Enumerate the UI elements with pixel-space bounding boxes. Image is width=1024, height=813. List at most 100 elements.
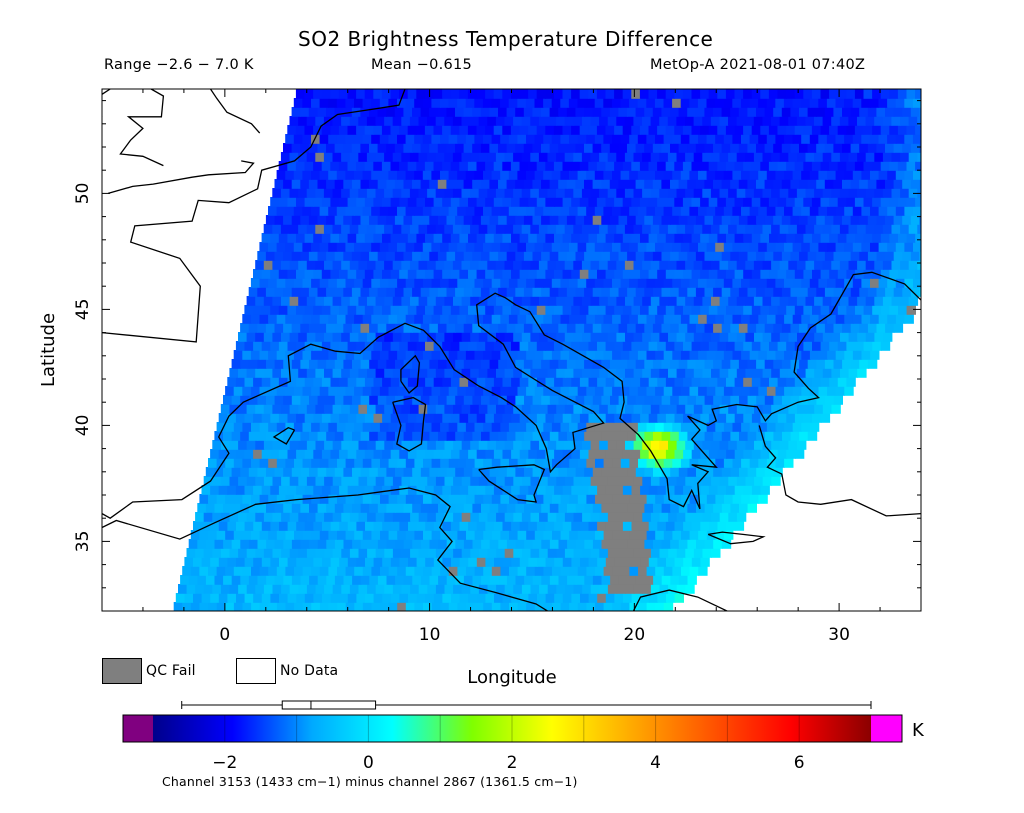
swath-pixel — [483, 350, 493, 360]
swath-pixel — [573, 332, 583, 342]
swath-pixel — [306, 476, 317, 486]
swath-pixel — [399, 125, 409, 135]
swath-pixel — [597, 521, 607, 531]
swath-pixel — [489, 107, 499, 117]
swath-pixel — [345, 422, 355, 432]
swath-pixel — [803, 197, 813, 207]
swath-pixel — [313, 305, 323, 315]
swath-pixel — [809, 386, 820, 396]
swath-pixel — [551, 242, 562, 252]
swath-pixel — [558, 395, 568, 405]
swath-pixel — [726, 233, 736, 243]
swath-pixel — [775, 386, 785, 396]
swath-pixel — [601, 539, 611, 549]
swath-pixel — [861, 314, 871, 324]
swath-pixel — [472, 575, 482, 585]
swath-pixel — [530, 476, 540, 486]
swath-pixel — [831, 224, 841, 234]
swath-pixel — [517, 494, 527, 504]
swath-pixel — [407, 89, 418, 99]
swath-pixel — [311, 422, 321, 432]
swath-pixel — [431, 98, 441, 108]
swath-pixel — [612, 206, 622, 216]
swath-pixel — [594, 314, 605, 324]
swath-pixel — [278, 413, 289, 423]
swath-pixel — [478, 512, 489, 522]
swath-pixel — [937, 179, 946, 189]
swath-pixel — [541, 323, 551, 333]
swath-pixel — [491, 494, 502, 504]
swath-pixel — [409, 116, 420, 126]
swath-pixel — [592, 503, 603, 513]
swath-pixel — [915, 233, 921, 243]
swath-pixel — [758, 278, 768, 288]
swath-pixel — [719, 332, 729, 342]
swath-pixel — [431, 530, 441, 540]
swath-pixel — [377, 323, 388, 333]
swath-pixel — [459, 485, 469, 495]
swath-pixel — [261, 557, 272, 567]
swath-pixel — [321, 485, 332, 495]
swath-pixel — [693, 116, 703, 126]
swath-pixel — [814, 260, 824, 270]
swath-pixel — [771, 440, 781, 450]
swath-pixel — [642, 404, 652, 414]
swath-pixel — [461, 224, 471, 234]
swath-pixel — [476, 341, 486, 351]
swath-pixel — [657, 125, 667, 135]
swath-pixel — [693, 332, 704, 342]
swath-pixel — [552, 494, 562, 504]
swath-pixel — [661, 359, 671, 369]
swath-pixel — [401, 296, 411, 306]
swath-pixel — [500, 278, 510, 288]
swath-pixel — [453, 548, 463, 558]
swath-pixel — [820, 305, 830, 315]
swath-pixel — [885, 179, 895, 189]
swath-pixel — [566, 287, 577, 297]
swath-pixel — [343, 143, 353, 153]
swath-pixel — [291, 467, 302, 477]
swath-pixel — [489, 431, 499, 441]
swath-pixel — [485, 89, 495, 99]
swath-pixel — [708, 413, 719, 423]
swath-pixel — [554, 377, 564, 387]
swath-pixel — [311, 602, 321, 611]
swath-pixel — [702, 152, 712, 162]
swath-pixel — [476, 449, 487, 459]
swath-pixel — [614, 449, 624, 459]
swath-pixel — [601, 323, 611, 333]
swath-pixel — [807, 251, 818, 261]
swath-pixel — [513, 116, 523, 126]
colorbar-tick-label: 0 — [363, 753, 374, 773]
swath-pixel — [435, 224, 446, 234]
swath-pixel — [599, 332, 609, 342]
swath-pixel — [687, 503, 697, 513]
swath-pixel — [637, 422, 648, 432]
swath-pixel — [248, 539, 259, 549]
swath-pixel — [652, 323, 663, 333]
swath-pixel — [792, 278, 802, 288]
swath-pixel — [646, 242, 656, 252]
swath-pixel — [330, 413, 340, 423]
swath-pixel — [442, 197, 452, 207]
swath-pixel — [732, 170, 742, 180]
swath-pixel — [665, 413, 676, 423]
swath-pixel — [315, 260, 325, 270]
swath-pixel — [508, 206, 519, 216]
swath-pixel — [807, 359, 818, 369]
swath-pixel — [831, 116, 841, 126]
swath-pixel — [749, 422, 760, 432]
swath-pixel — [403, 359, 413, 369]
swath-pixel — [328, 206, 338, 216]
swath-pixel — [599, 260, 609, 270]
swath-pixel — [208, 602, 218, 611]
swath-pixel — [919, 287, 921, 297]
swath-pixel — [276, 566, 287, 576]
swath-pixel — [646, 602, 656, 611]
swath-pixel — [283, 359, 293, 369]
swath-pixel — [455, 467, 465, 477]
swath-pixel — [530, 404, 540, 414]
swath-pixel — [455, 287, 465, 297]
swath-pixel — [349, 188, 360, 198]
swath-pixel — [298, 188, 308, 198]
